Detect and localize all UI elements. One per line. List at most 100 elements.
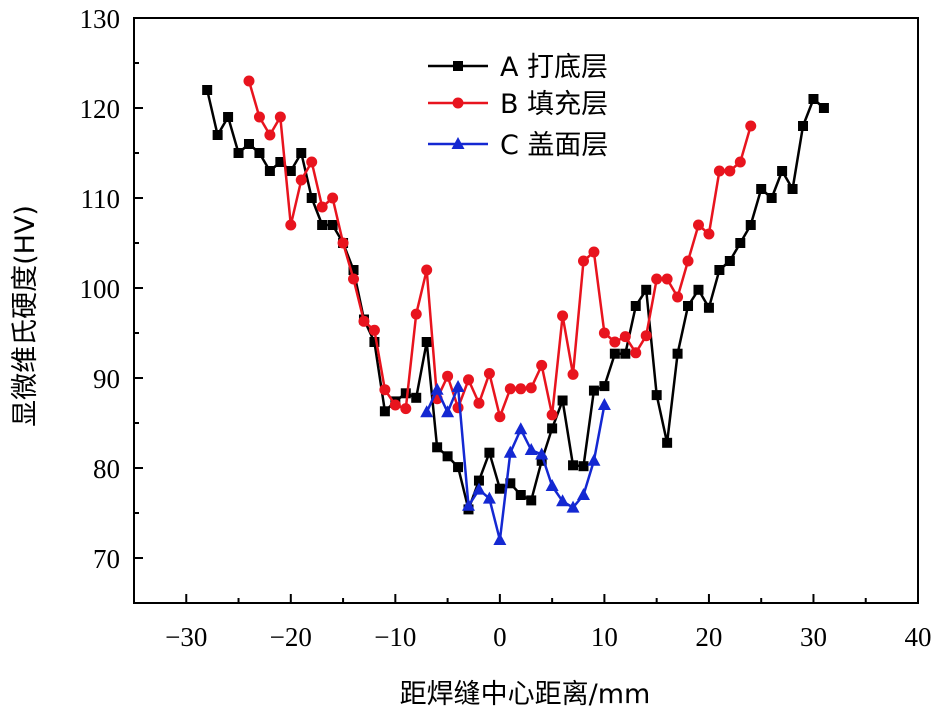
y-tick-label: 130 bbox=[80, 4, 121, 34]
data-point bbox=[285, 166, 296, 176]
data-point bbox=[243, 139, 254, 149]
data-point bbox=[494, 483, 505, 494]
data-point bbox=[452, 402, 464, 414]
data-point bbox=[327, 192, 339, 204]
data-point bbox=[756, 184, 767, 194]
data-point bbox=[724, 256, 735, 266]
data-point bbox=[337, 237, 349, 249]
data-point bbox=[368, 324, 380, 336]
x-tick-label: −30 bbox=[165, 622, 207, 652]
data-point bbox=[379, 406, 390, 417]
data-point bbox=[379, 384, 391, 396]
data-point bbox=[410, 308, 422, 320]
data-point bbox=[713, 165, 725, 177]
data-point bbox=[734, 156, 746, 168]
data-point bbox=[348, 265, 359, 275]
data-point bbox=[400, 403, 412, 415]
data-point bbox=[514, 422, 528, 435]
data-point bbox=[202, 85, 213, 95]
data-point bbox=[640, 330, 652, 342]
data-point bbox=[472, 482, 486, 495]
data-point bbox=[535, 447, 549, 460]
legend-marker bbox=[453, 61, 463, 71]
y-tick-label: 80 bbox=[93, 454, 120, 484]
y-axis: 70 80 90 100 110 120 130 bbox=[80, 4, 143, 604]
data-point bbox=[327, 220, 338, 230]
data-point bbox=[274, 111, 286, 123]
data-point bbox=[504, 383, 516, 395]
data-point bbox=[442, 370, 454, 382]
data-point bbox=[400, 388, 411, 399]
data-point bbox=[745, 120, 757, 132]
data-point bbox=[317, 220, 328, 230]
data-point bbox=[567, 368, 579, 380]
data-point bbox=[493, 533, 507, 545]
data-point bbox=[576, 488, 590, 500]
data-point bbox=[662, 437, 673, 448]
data-point bbox=[451, 380, 465, 392]
series-2 bbox=[420, 380, 611, 545]
data-point bbox=[430, 382, 444, 395]
data-point bbox=[578, 461, 589, 472]
data-point bbox=[285, 219, 297, 231]
data-point bbox=[651, 273, 663, 285]
data-point bbox=[556, 494, 570, 507]
series-layer bbox=[202, 75, 829, 545]
data-point bbox=[473, 397, 485, 409]
data-point bbox=[369, 337, 380, 347]
data-point bbox=[588, 246, 600, 258]
data-point bbox=[609, 348, 620, 359]
data-point bbox=[546, 409, 558, 421]
x-tick-label: −20 bbox=[270, 622, 312, 652]
data-point bbox=[598, 327, 610, 339]
data-point bbox=[703, 302, 714, 313]
data-point bbox=[630, 347, 642, 359]
data-point bbox=[526, 495, 537, 506]
data-point bbox=[463, 374, 475, 386]
data-point bbox=[630, 301, 641, 311]
data-point bbox=[672, 291, 684, 303]
y-tick-label: 100 bbox=[80, 274, 121, 304]
data-point bbox=[661, 273, 673, 285]
series-1 bbox=[243, 75, 757, 423]
data-point bbox=[264, 166, 275, 176]
data-point bbox=[453, 462, 464, 473]
data-point bbox=[620, 348, 631, 359]
data-point bbox=[683, 301, 694, 311]
data-point bbox=[693, 284, 704, 295]
data-point bbox=[714, 265, 725, 275]
x-tick-label: 20 bbox=[695, 622, 722, 652]
data-point bbox=[296, 148, 307, 158]
x-tick-label: 10 bbox=[591, 622, 618, 652]
data-point bbox=[568, 460, 579, 471]
x-tick-label: 30 bbox=[800, 622, 827, 652]
data-point bbox=[536, 455, 547, 466]
data-point bbox=[545, 479, 559, 491]
data-point bbox=[348, 273, 360, 285]
data-point bbox=[703, 228, 715, 240]
series-0 bbox=[202, 85, 829, 515]
legend-label: C 盖面层 bbox=[500, 130, 608, 161]
data-point bbox=[766, 193, 777, 203]
data-point bbox=[577, 255, 589, 267]
legend-label: B 填充层 bbox=[500, 89, 608, 120]
data-point bbox=[777, 166, 788, 176]
data-point bbox=[672, 348, 683, 359]
data-point bbox=[358, 315, 370, 327]
data-point bbox=[462, 498, 476, 511]
data-point bbox=[389, 399, 401, 411]
plot-area bbox=[133, 17, 919, 604]
data-point bbox=[651, 390, 662, 401]
y-axis-title: 显微维氏硬度(HV) bbox=[10, 205, 41, 427]
x-axis: −30 −20 −10 0 10 20 30 40 bbox=[133, 594, 932, 652]
x-tick-label: −10 bbox=[374, 622, 416, 652]
data-point bbox=[441, 405, 455, 418]
data-point bbox=[503, 445, 517, 458]
data-point bbox=[587, 453, 601, 466]
data-point bbox=[233, 148, 244, 158]
data-point bbox=[316, 201, 328, 213]
data-point bbox=[818, 103, 829, 113]
x-tick-label: 40 bbox=[905, 622, 932, 652]
data-point bbox=[295, 174, 307, 186]
